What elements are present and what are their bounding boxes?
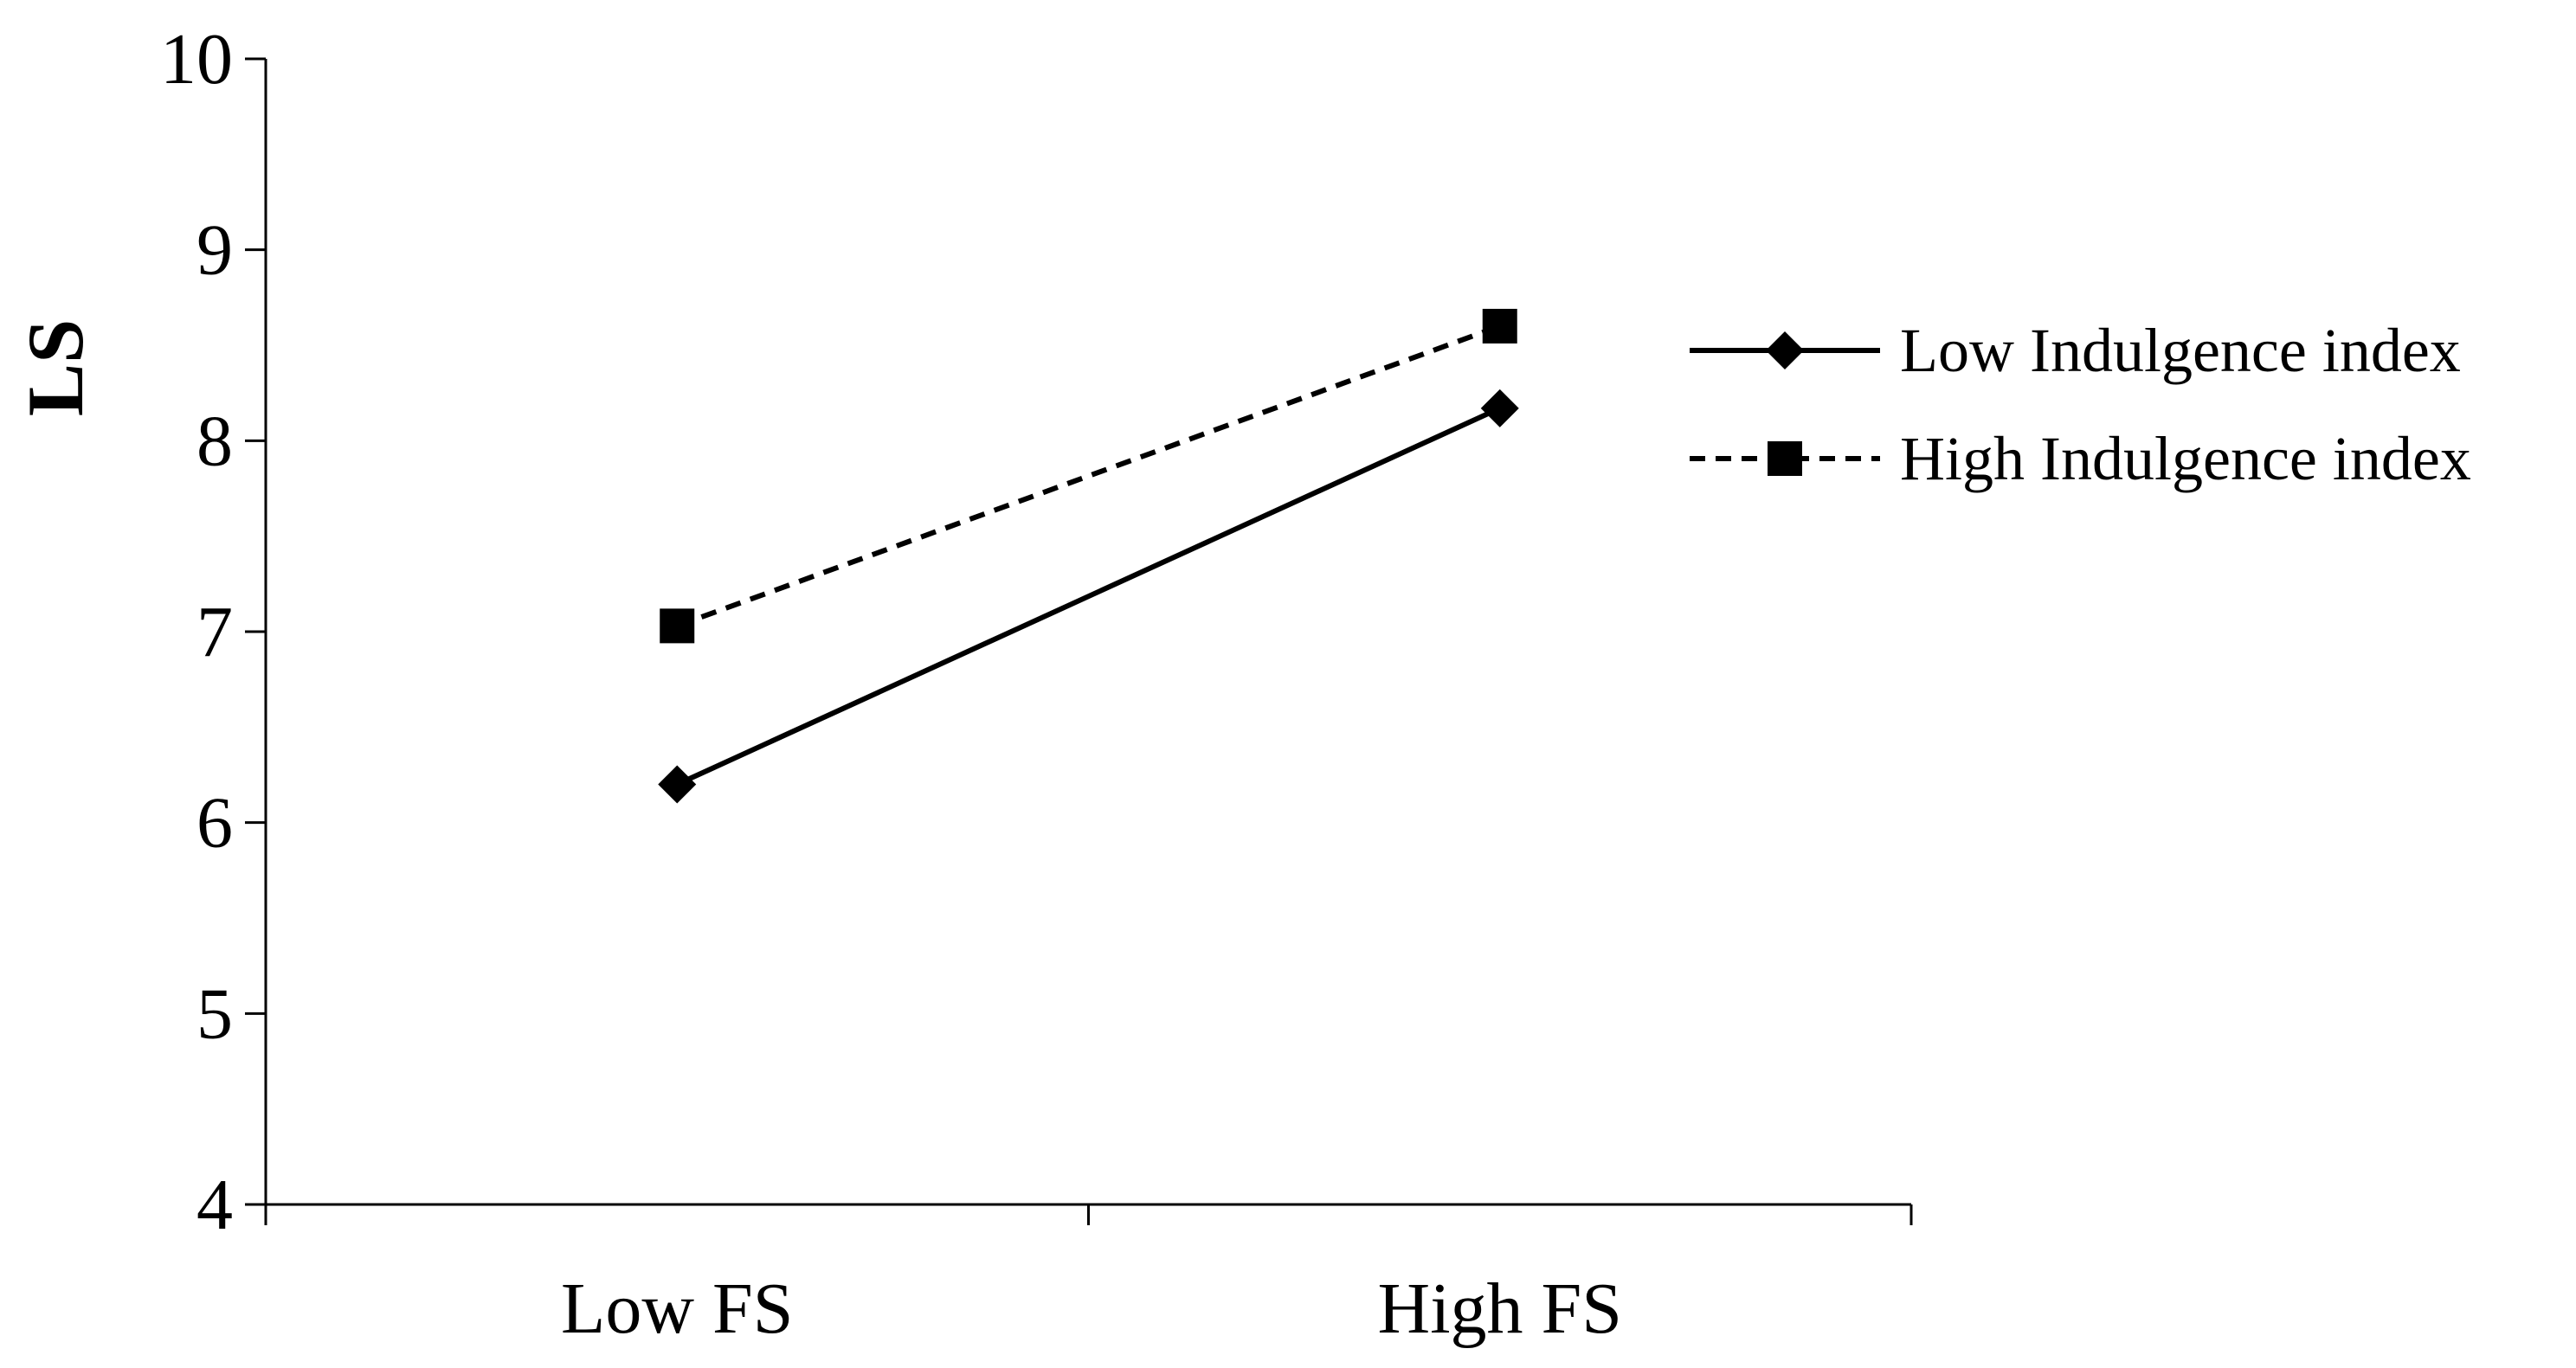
data-point [1480, 389, 1519, 427]
legend-label: Low Indulgence index [1900, 316, 2461, 385]
legend-entry: High Indulgence index [1690, 424, 2471, 493]
data-point [660, 608, 695, 644]
legend-label: High Indulgence index [1900, 424, 2471, 493]
axes: 4 5 6 7 8 9 10 Low FS High FS [160, 19, 1913, 1349]
legend-marker [1766, 331, 1804, 369]
y-tick-label: 4 [196, 1165, 233, 1245]
y-tick-label: 10 [160, 19, 233, 100]
series-line [676, 324, 1501, 629]
y-tick-label: 6 [196, 783, 233, 864]
y-tick-label: 9 [196, 210, 233, 291]
legend: Low Indulgence index High Indulgence inde… [1690, 316, 2471, 493]
data-point [1482, 308, 1517, 344]
legend-marker [1768, 441, 1802, 476]
x-tick-label: Low FS [561, 1268, 793, 1349]
y-tick-label: 8 [196, 401, 233, 481]
legend-entry: Low Indulgence index [1690, 316, 2461, 385]
series-low-indulgence [658, 389, 1519, 804]
y-tick-label: 5 [196, 973, 233, 1054]
series-line [676, 406, 1501, 787]
series-layer [658, 308, 1519, 804]
x-tick-label: High FS [1378, 1268, 1622, 1349]
data-point [658, 765, 697, 804]
series-high-indulgence [660, 308, 1517, 644]
y-tick-label: 7 [196, 592, 233, 672]
y-axis-title: LS [11, 319, 100, 417]
